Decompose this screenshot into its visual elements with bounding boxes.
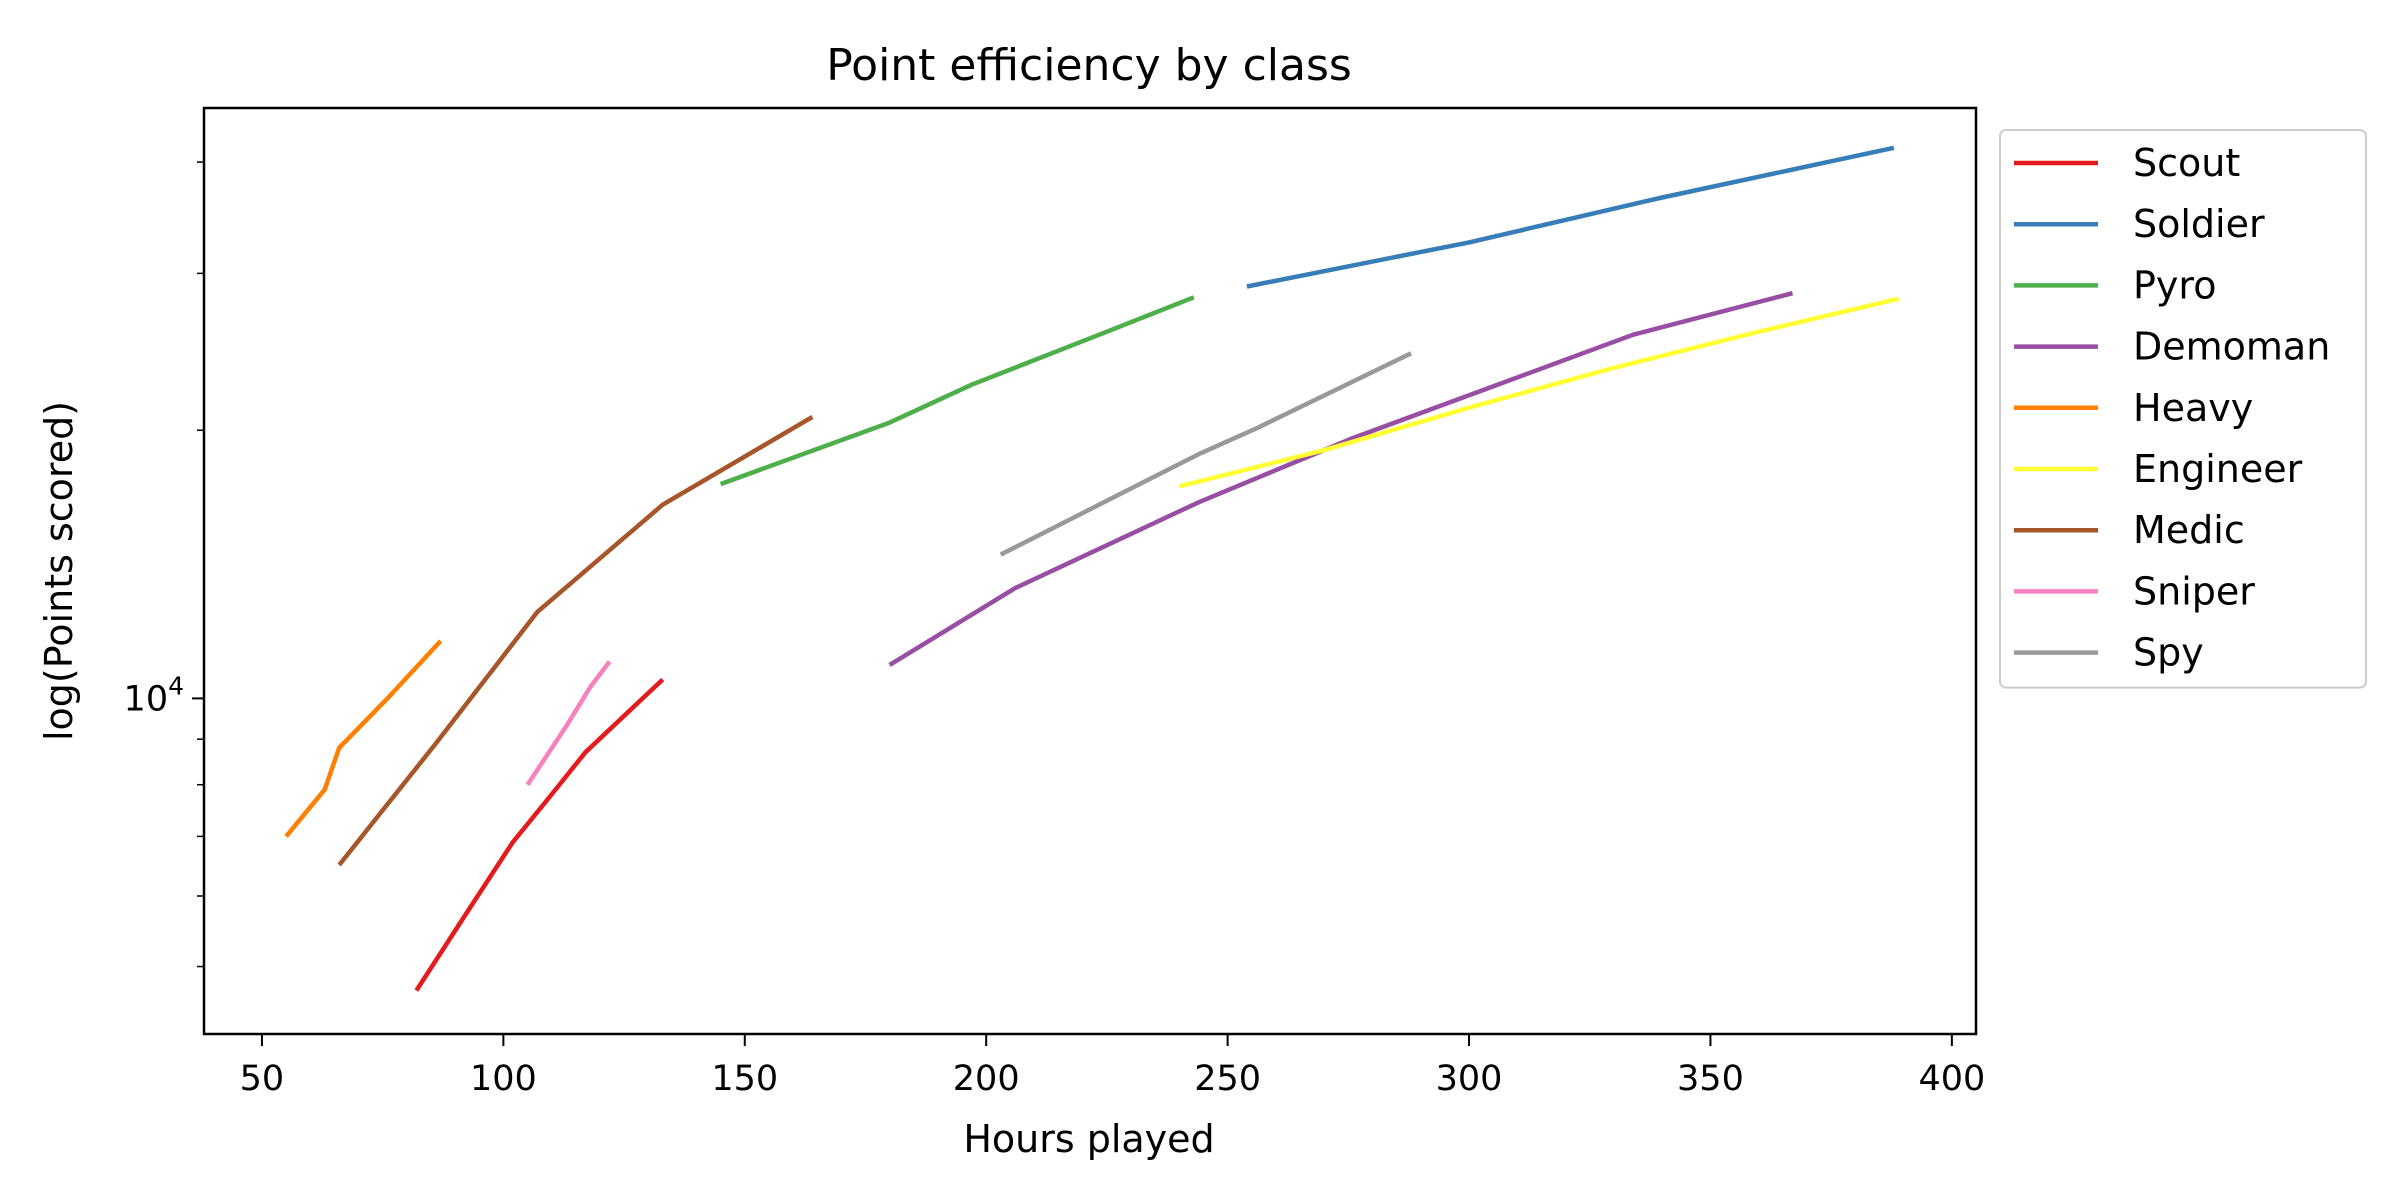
- chart-title: Point efficiency by class: [826, 40, 1352, 91]
- legend-label-medic: Medic: [2133, 508, 2245, 552]
- y-tick-label: 104: [124, 671, 184, 719]
- legend-label-soldier: Soldier: [2133, 202, 2265, 246]
- x-tick-label: 50: [240, 1059, 285, 1099]
- x-tick-label: 200: [953, 1059, 1020, 1099]
- plot-frame: [202, 106, 1978, 1036]
- x-tick-label: 100: [470, 1059, 537, 1099]
- y-axis: 104: [124, 161, 204, 968]
- x-axis-label: Hours played: [963, 1117, 1214, 1161]
- legend-label-heavy: Heavy: [2133, 386, 2253, 430]
- series-line-scout: [414, 677, 665, 992]
- x-tick-label: 400: [1918, 1059, 1985, 1099]
- series-line-heavy: [284, 639, 443, 838]
- legend-box: [1999, 129, 2367, 689]
- legend-label-demoman: Demoman: [2133, 325, 2330, 369]
- x-tick-label: 150: [711, 1059, 778, 1099]
- x-tick-label: 250: [1194, 1059, 1261, 1099]
- x-tick-label: 350: [1677, 1059, 1744, 1099]
- plot-area: [284, 145, 1900, 992]
- x-axis: 50 100 150 200 250 300 350 400: [240, 1034, 1985, 1099]
- legend-label-scout: Scout: [2133, 141, 2240, 185]
- legend-label-sniper: Sniper: [2133, 569, 2255, 613]
- series-line-medic: [337, 414, 814, 867]
- series-line-demoman: [888, 291, 1794, 667]
- y-axis-label: log(Points scored): [37, 401, 81, 741]
- series-line-engineer: [1178, 296, 1900, 489]
- series-line-soldier: [1246, 145, 1895, 289]
- legend: Scout Soldier Pyro Demoman Heavy Engineer Medi…: [1999, 129, 2367, 689]
- legend-label-spy: Spy: [2133, 631, 2204, 675]
- series-line-pyro: [719, 295, 1195, 487]
- x-tick-label: 300: [1436, 1059, 1503, 1099]
- legend-label-engineer: Engineer: [2133, 447, 2303, 491]
- series-line-sniper: [525, 660, 612, 786]
- legend-label-pyro: Pyro: [2133, 263, 2216, 307]
- series-line-spy: [999, 351, 1413, 557]
